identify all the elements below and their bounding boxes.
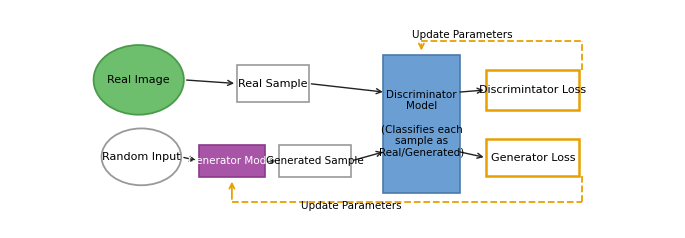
Text: Generator Loss: Generator Loss [490, 153, 575, 163]
Text: Update Parameters: Update Parameters [301, 201, 401, 211]
FancyBboxPatch shape [279, 145, 351, 177]
Text: Discriminator
Model

(Classifies each
sample as
Real/Generated): Discriminator Model (Classifies each sam… [379, 90, 464, 158]
Text: Generator Model: Generator Model [188, 156, 275, 166]
Text: Real Image: Real Image [108, 75, 170, 85]
FancyBboxPatch shape [237, 65, 308, 102]
FancyBboxPatch shape [486, 70, 580, 110]
Ellipse shape [101, 129, 181, 185]
Text: Real Sample: Real Sample [238, 79, 308, 89]
FancyBboxPatch shape [486, 139, 580, 176]
Text: Discrimintator Loss: Discrimintator Loss [479, 85, 586, 95]
FancyBboxPatch shape [199, 145, 265, 177]
Text: Generated Sample: Generated Sample [266, 156, 364, 166]
FancyBboxPatch shape [383, 55, 460, 193]
Text: Random Input: Random Input [102, 152, 181, 162]
Text: Update Parameters: Update Parameters [412, 30, 513, 40]
Ellipse shape [94, 45, 184, 115]
